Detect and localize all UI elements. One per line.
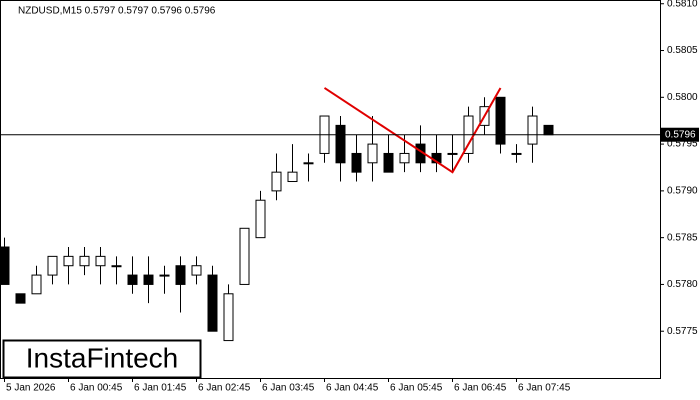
candle-body (271, 171, 282, 192)
candle-body (399, 152, 410, 164)
candle-body (335, 124, 346, 164)
watermark: InstaFintech (26, 342, 179, 373)
y-tick-label: 0.5780 (667, 279, 698, 290)
candle-body (255, 199, 266, 239)
x-tick-label: 6 Jan 07:45 (518, 383, 571, 394)
candle-body (495, 96, 506, 145)
candle-body (351, 152, 362, 173)
candle-body (287, 171, 298, 183)
current-price-box (661, 127, 699, 142)
watermark-box (2, 339, 202, 379)
y-tick-label: 0.5790 (667, 186, 698, 197)
candle-body (111, 265, 122, 268)
candle-body (447, 152, 458, 155)
x-tick-label: 6 Jan 04:45 (326, 383, 379, 394)
candle-body (207, 274, 218, 332)
candle-body (303, 162, 314, 165)
x-tick-label: 6 Jan 05:45 (390, 383, 443, 394)
candle-body (79, 255, 90, 267)
candle-body (15, 293, 26, 304)
x-tick-label: 6 Jan 00:45 (70, 383, 123, 394)
candle-body (367, 143, 378, 164)
candle-body (383, 152, 394, 173)
y-tick-label: 0.5785 (667, 232, 698, 243)
candle-body (543, 124, 554, 136)
candle-body (191, 265, 202, 276)
x-tick-label: 6 Jan 02:45 (198, 383, 251, 394)
candle-body (31, 274, 42, 295)
candle-body (223, 293, 234, 342)
pattern-line (323, 87, 502, 174)
x-tick-label: 6 Jan 03:45 (262, 383, 315, 394)
current-price-label: 0.5796 (665, 129, 696, 140)
candle-body (63, 255, 74, 267)
x-tick-label: 5 Jan 2026 (6, 383, 56, 394)
y-tick-label: 0.5775 (667, 326, 698, 337)
candle-body (511, 152, 522, 155)
candle-body (95, 255, 106, 267)
plot-frame (0, 0, 661, 379)
x-tick-label: 6 Jan 01:45 (134, 383, 187, 394)
candle-body (127, 274, 138, 285)
candle-body (47, 255, 58, 276)
y-tick-label: 0.5795 (667, 139, 698, 150)
y-tick-label: 0.5805 (667, 45, 698, 56)
chart-title: NZDUSD,M15 0.5797 0.5797 0.5796 0.5796 (18, 6, 216, 17)
y-tick-label: 0.5800 (667, 92, 698, 103)
y-tick-label: 0.5810 (667, 0, 698, 9)
candle-body (175, 265, 186, 285)
candle-body (159, 274, 170, 277)
x-tick-label: 6 Jan 06:45 (454, 383, 507, 394)
candle-body (143, 274, 154, 285)
candle-body (0, 246, 10, 285)
candle-body (239, 227, 250, 285)
candle-body (527, 115, 538, 145)
